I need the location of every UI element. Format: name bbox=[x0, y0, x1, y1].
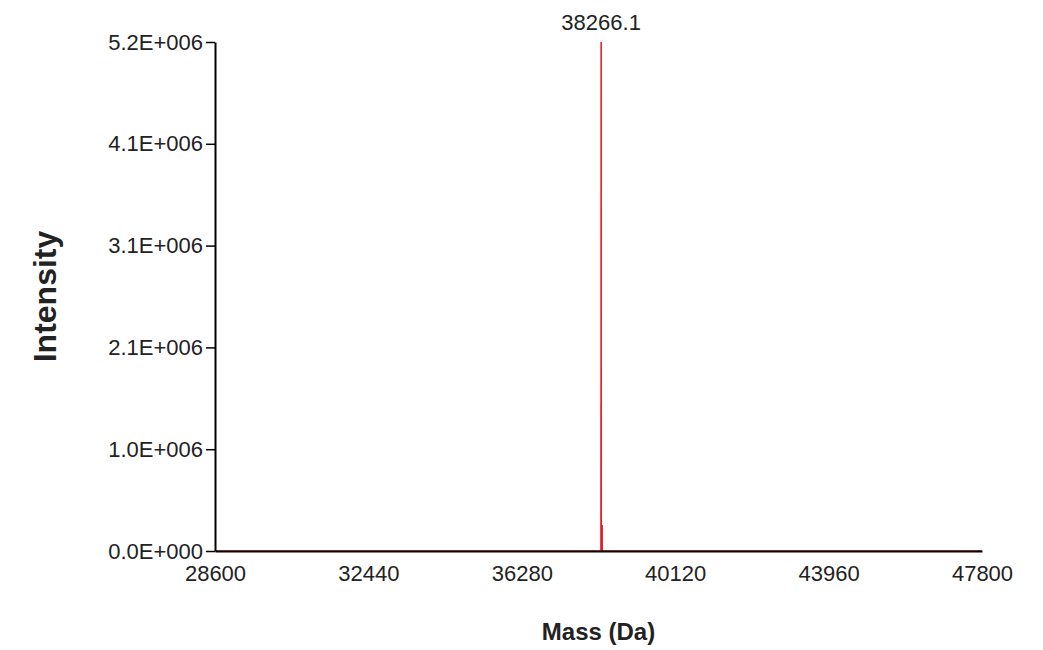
x-tick-label: 47800 bbox=[952, 561, 1013, 586]
y-tick-mark bbox=[206, 449, 215, 451]
y-tick-label: 3.1E+006 bbox=[108, 233, 203, 258]
x-tick: 47800 bbox=[952, 551, 1013, 586]
y-tick-label: 2.1E+006 bbox=[108, 335, 203, 360]
x-axis-title: Mass (Da) bbox=[542, 618, 655, 645]
y-tick-label: 4.1E+006 bbox=[108, 131, 203, 156]
y-tick-label: 5.2E+006 bbox=[108, 30, 203, 55]
y-tick-mark bbox=[206, 551, 215, 553]
y-axis: 0.0E+0001.0E+0062.1E+0063.1E+0064.1E+006… bbox=[108, 30, 215, 564]
chart: 0.0E+0001.0E+0062.1E+0063.1E+0064.1E+006… bbox=[0, 0, 1043, 650]
y-tick: 4.1E+006 bbox=[108, 131, 215, 156]
x-axis-line bbox=[216, 551, 983, 553]
x-axis: 28600 32440 36280 40120 43960 47800 bbox=[185, 551, 1013, 586]
y-axis-line bbox=[215, 43, 217, 552]
peak-annotation: 38266.1 bbox=[561, 10, 641, 35]
x-tick-label: 40120 bbox=[645, 561, 706, 586]
x-tick: 40120 bbox=[645, 551, 706, 586]
x-tick-label: 36280 bbox=[492, 561, 553, 586]
y-tick: 3.1E+006 bbox=[108, 233, 215, 258]
spectrum-line bbox=[215, 42, 982, 551]
y-tick-mark bbox=[206, 42, 215, 44]
y-tick-mark bbox=[206, 144, 215, 146]
y-tick: 2.1E+006 bbox=[108, 335, 215, 360]
y-tick-mark bbox=[206, 347, 215, 349]
y-tick-label: 1.0E+006 bbox=[108, 437, 203, 462]
y-tick: 1.0E+006 bbox=[108, 437, 215, 462]
x-tick: 32440 bbox=[338, 551, 399, 586]
x-tick: 28600 bbox=[185, 551, 246, 586]
x-tick: 43960 bbox=[799, 551, 860, 586]
plot-area bbox=[215, 42, 982, 551]
x-tick-label: 43960 bbox=[799, 561, 860, 586]
y-tick: 5.2E+006 bbox=[108, 30, 215, 55]
y-tick-mark bbox=[206, 245, 215, 247]
x-tick-label: 28600 bbox=[185, 561, 246, 586]
x-tick: 36280 bbox=[492, 551, 553, 586]
y-axis-title: Intensity bbox=[27, 231, 63, 363]
x-tick-label: 32440 bbox=[338, 561, 399, 586]
